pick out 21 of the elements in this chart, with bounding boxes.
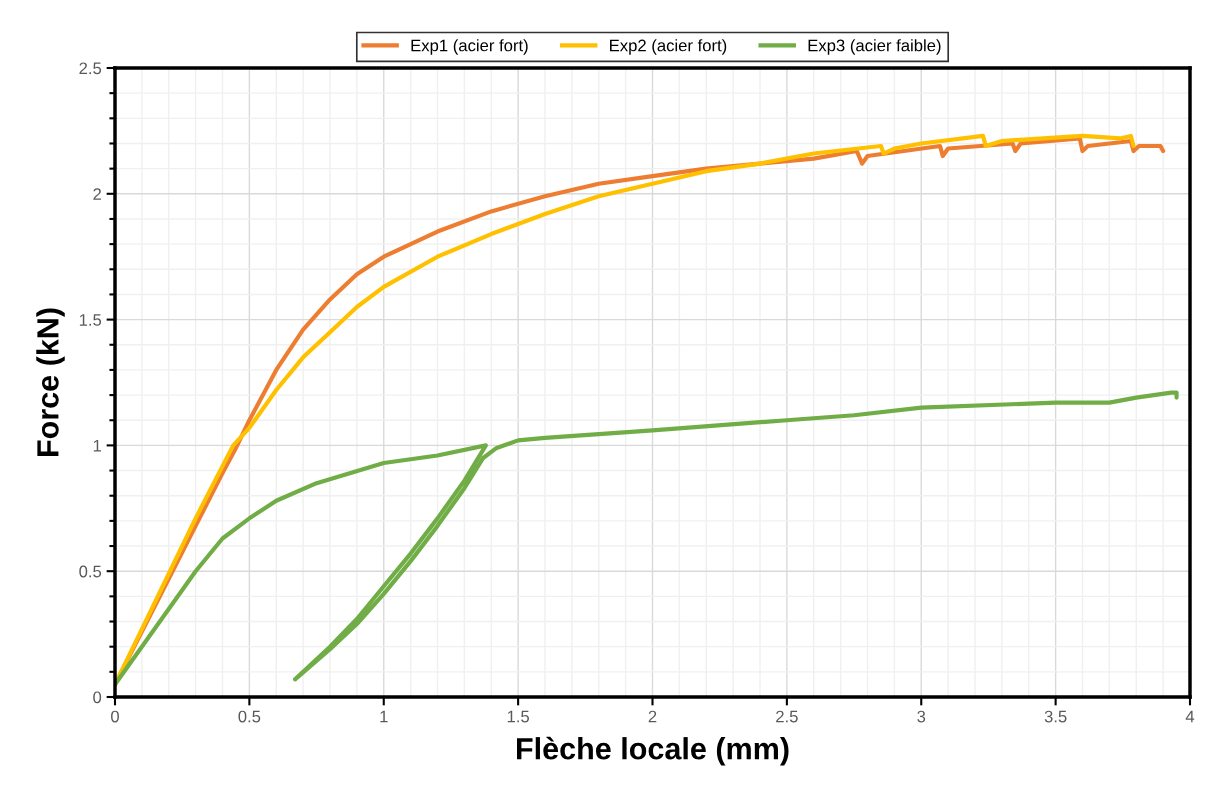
x-tick-label: 0 [111,710,119,723]
x-tick-label: 1 [380,710,388,723]
legend-label: Exp3 (acier faible) [808,39,941,55]
legend-label: Exp1 (acier fort) [411,39,528,55]
x-tick-label: 4 [1185,710,1195,723]
y-tick-label: 2.5 [79,62,102,75]
x-axis-title: Flèche locale (mm) [517,736,789,766]
y-axis-title: Force (kN) [36,308,65,457]
x-tick-label: 2.5 [776,710,798,723]
y-tick-label: 0 [93,691,102,704]
legend-label: Exp2 (acier fort) [610,39,727,55]
line-series [115,390,1179,687]
y-tick-label: 1.5 [79,314,102,326]
x-tick-label: 2 [648,710,657,723]
y-tick-label: 1 [93,439,101,452]
x-tick-label: 3.5 [1044,710,1067,723]
x-tick-label: 1.5 [507,710,530,723]
x-tick-label: 3 [917,710,926,723]
y-tick-label: 0.5 [79,565,102,578]
x-tick-label: 0.5 [238,710,261,723]
y-tick-label: 2 [93,188,101,200]
